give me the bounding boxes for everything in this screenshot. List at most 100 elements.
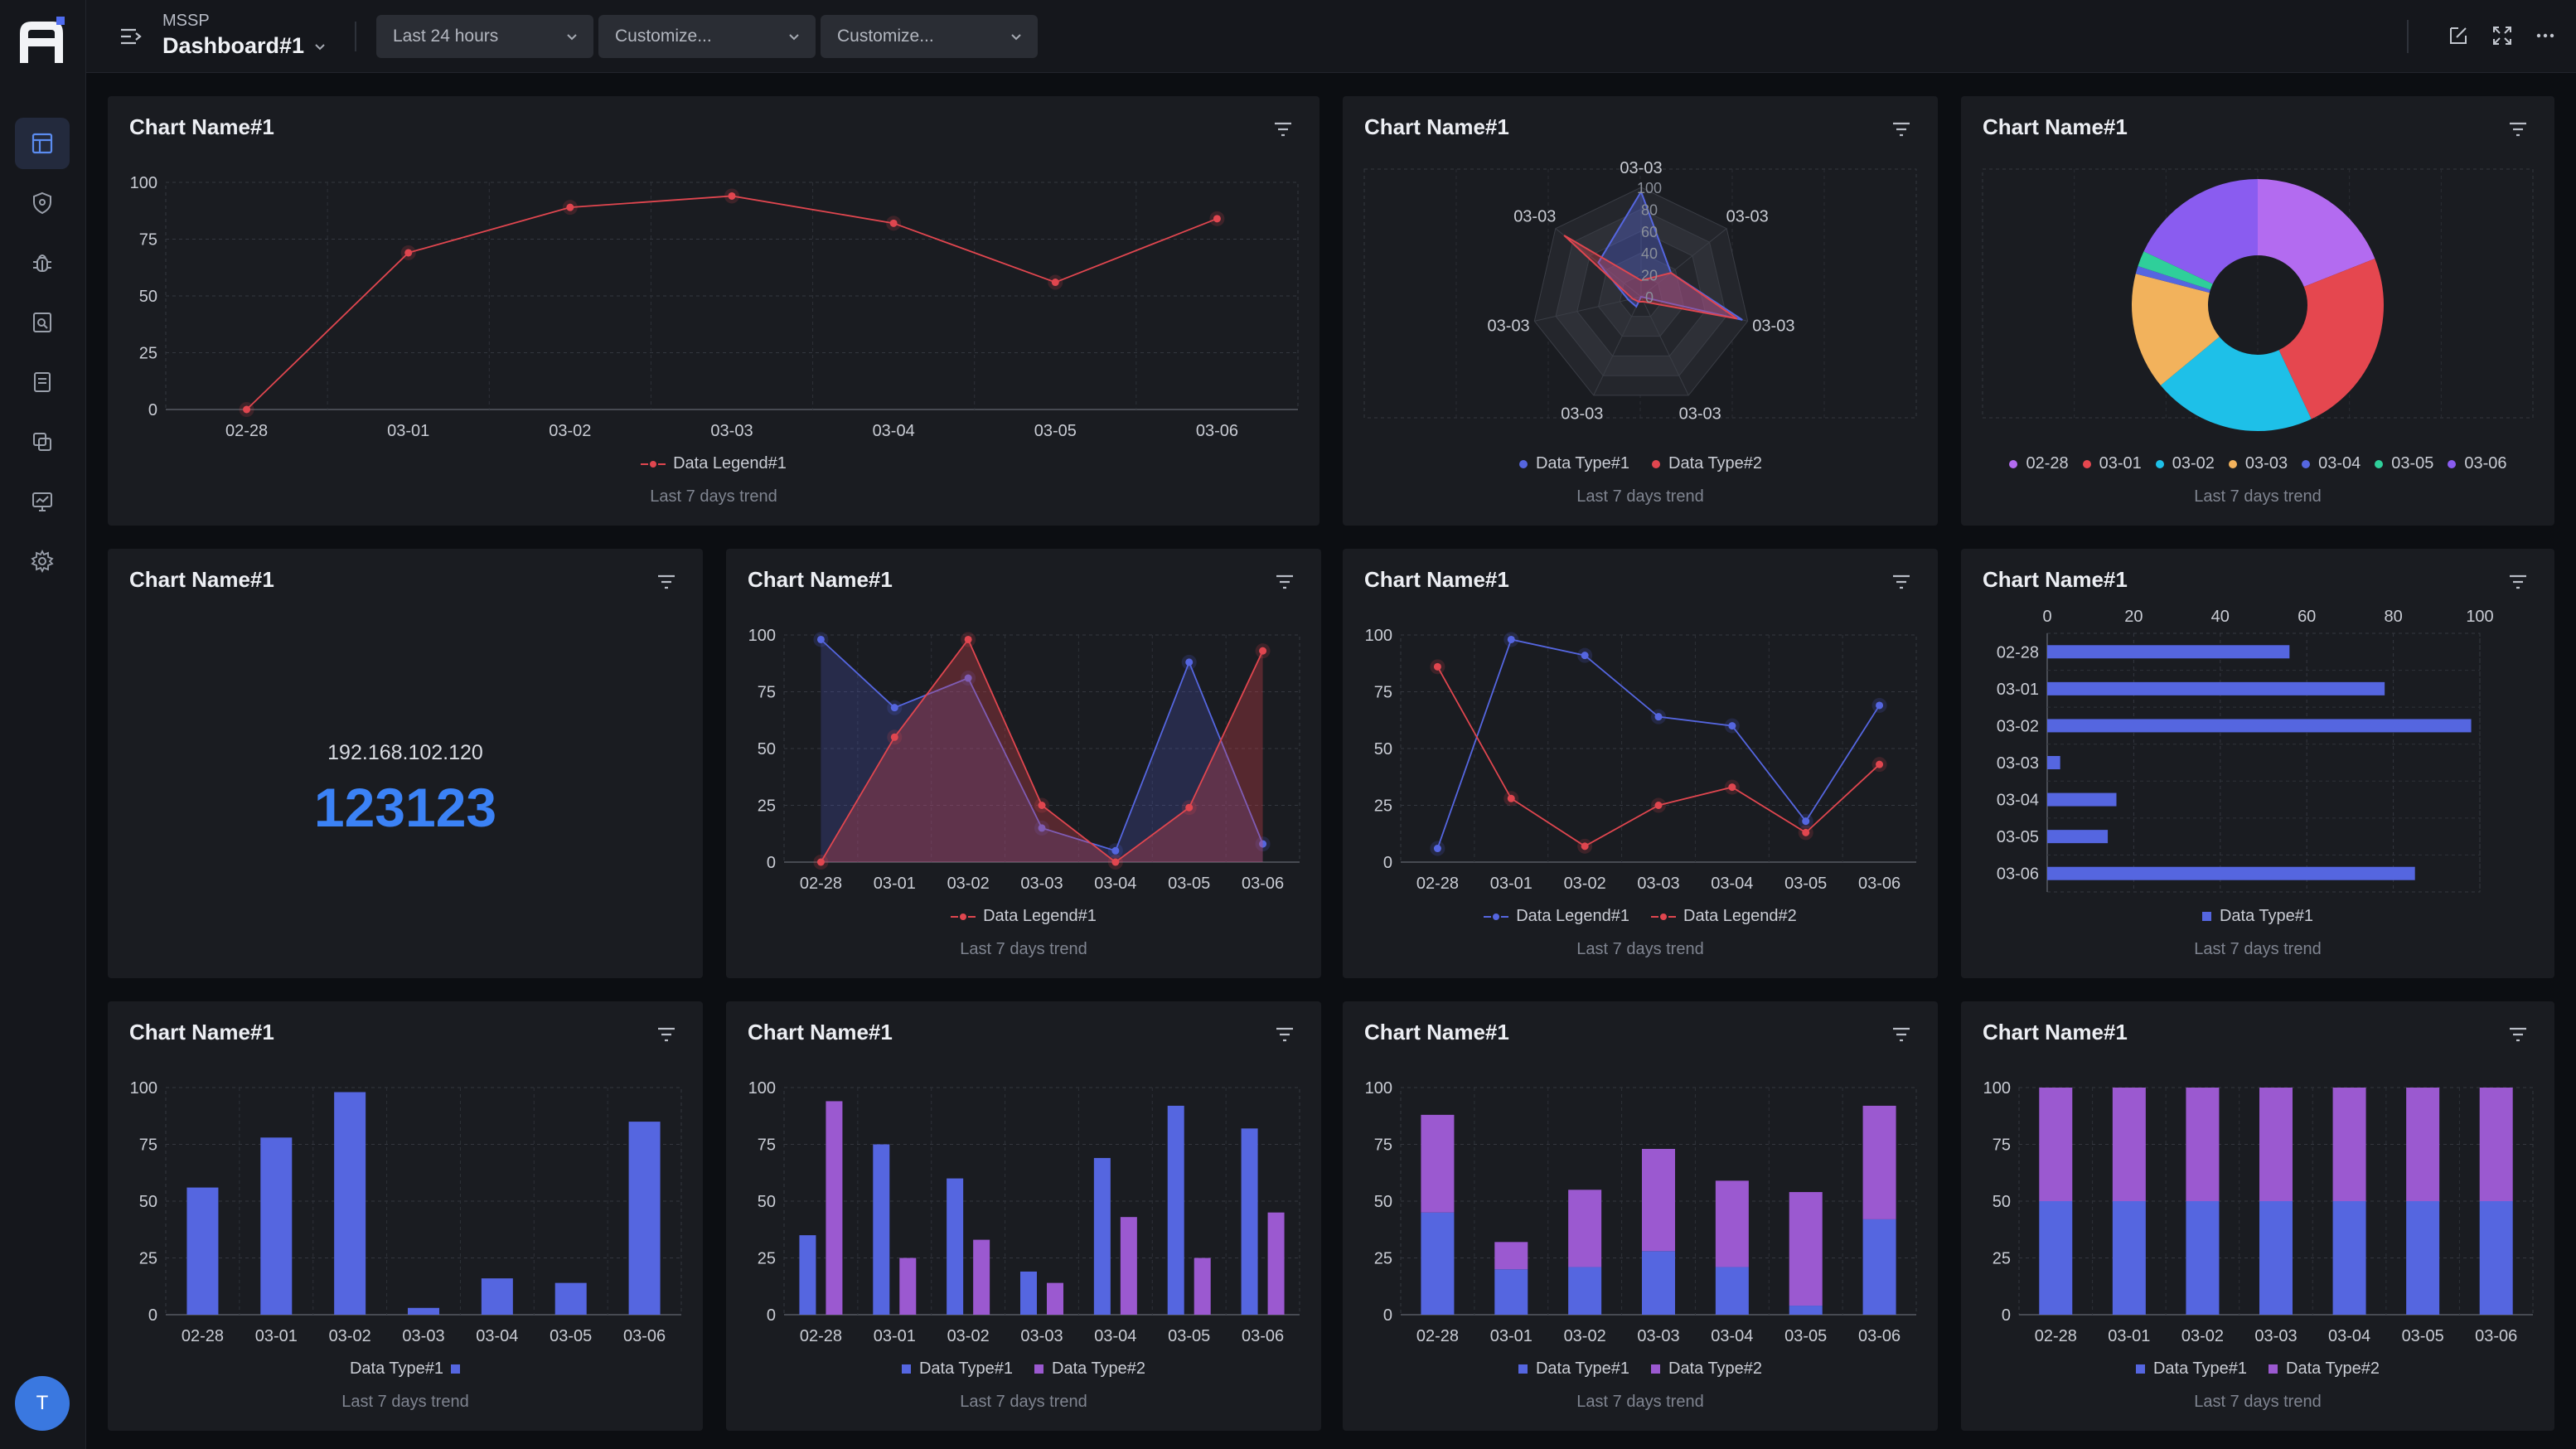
bar[interactable] bbox=[1020, 1271, 1037, 1315]
bar[interactable] bbox=[873, 1144, 890, 1316]
bar-segment[interactable] bbox=[2112, 1201, 2146, 1315]
legend-item[interactable]: 03-02 bbox=[2155, 454, 2215, 473]
bar[interactable] bbox=[2047, 756, 2060, 769]
bar-segment[interactable] bbox=[1421, 1114, 1455, 1213]
data-point[interactable] bbox=[1654, 802, 1663, 809]
data-point[interactable] bbox=[1051, 279, 1059, 287]
bar-segment[interactable] bbox=[2479, 1088, 2513, 1201]
pie-slice[interactable] bbox=[2278, 259, 2384, 419]
data-point[interactable] bbox=[728, 191, 736, 200]
legend-item[interactable]: Data Type#2 bbox=[1651, 1359, 1762, 1379]
bar-segment[interactable] bbox=[2479, 1201, 2513, 1315]
data-point[interactable] bbox=[1111, 858, 1120, 866]
bar-segment[interactable] bbox=[1715, 1180, 1749, 1267]
filter-icon[interactable] bbox=[655, 570, 678, 594]
data-point[interactable] bbox=[1507, 635, 1515, 643]
bar-segment[interactable] bbox=[2332, 1201, 2366, 1315]
more-button[interactable] bbox=[2531, 22, 2559, 50]
bar-segment[interactable] bbox=[2186, 1201, 2220, 1315]
nav-reports[interactable] bbox=[15, 356, 70, 408]
bar-segment[interactable] bbox=[2259, 1201, 2293, 1315]
pie-slice[interactable] bbox=[2143, 179, 2258, 284]
data-point[interactable] bbox=[816, 858, 825, 866]
dashboard-selector[interactable]: Dashboard#1 bbox=[162, 33, 327, 59]
data-point[interactable] bbox=[1433, 662, 1441, 671]
filter-icon[interactable] bbox=[1890, 118, 1913, 141]
data-point[interactable] bbox=[1507, 794, 1515, 802]
data-point[interactable] bbox=[1876, 701, 1884, 710]
pie-slice[interactable] bbox=[2138, 251, 2213, 290]
nav-shield[interactable] bbox=[15, 177, 70, 229]
bar[interactable] bbox=[2047, 719, 2472, 733]
user-avatar[interactable]: T bbox=[15, 1376, 70, 1431]
bar-segment[interactable] bbox=[1642, 1251, 1675, 1315]
bar[interactable] bbox=[973, 1239, 990, 1315]
bar-segment[interactable] bbox=[2406, 1088, 2440, 1201]
bar[interactable] bbox=[1267, 1212, 1285, 1315]
legend-item[interactable]: Data Legend#2 bbox=[1651, 907, 1797, 926]
bar-segment[interactable] bbox=[2406, 1201, 2440, 1315]
bar[interactable] bbox=[554, 1282, 587, 1315]
data-point[interactable] bbox=[1654, 713, 1663, 721]
filter-icon[interactable] bbox=[1890, 570, 1913, 594]
legend-item[interactable]: Data Type#1 bbox=[2201, 907, 2313, 926]
data-point[interactable] bbox=[1581, 652, 1589, 660]
bar[interactable] bbox=[947, 1178, 964, 1315]
legend-item[interactable]: 03-04 bbox=[2301, 454, 2361, 473]
legend-item[interactable]: Data Type#1 bbox=[901, 1359, 1013, 1379]
legend-item[interactable]: Data Type#1 bbox=[1518, 1359, 1629, 1379]
bar[interactable] bbox=[408, 1307, 439, 1315]
data-point[interactable] bbox=[243, 405, 251, 414]
nav-copy[interactable] bbox=[15, 416, 70, 468]
bar[interactable] bbox=[481, 1278, 513, 1315]
data-point[interactable] bbox=[1728, 722, 1736, 730]
data-point[interactable] bbox=[1433, 845, 1441, 853]
bar[interactable] bbox=[186, 1187, 219, 1315]
legend-item[interactable]: Data Legend#1 bbox=[1484, 907, 1629, 926]
legend-item[interactable]: 03-06 bbox=[2447, 454, 2507, 473]
legend-item[interactable]: Data Legend#1 bbox=[951, 907, 1097, 926]
bar[interactable] bbox=[1167, 1105, 1184, 1315]
pie-slice[interactable] bbox=[2160, 337, 2312, 431]
filter-icon[interactable] bbox=[2506, 570, 2530, 594]
data-point[interactable] bbox=[1259, 840, 1267, 848]
filter-icon[interactable] bbox=[655, 1023, 678, 1046]
collapse-menu-icon[interactable] bbox=[118, 23, 144, 50]
data-point[interactable] bbox=[404, 249, 413, 257]
bar-segment[interactable] bbox=[1862, 1219, 1896, 1315]
bar-segment[interactable] bbox=[2186, 1088, 2220, 1201]
legend-item[interactable]: Data Type#1 bbox=[1518, 454, 1629, 473]
bar[interactable] bbox=[628, 1122, 661, 1315]
legend-item[interactable]: 03-05 bbox=[2374, 454, 2433, 473]
customize-select-2[interactable]: Customize... bbox=[821, 15, 1038, 58]
pie-slice[interactable] bbox=[2132, 274, 2220, 385]
bar[interactable] bbox=[1093, 1157, 1111, 1315]
data-point[interactable] bbox=[964, 635, 972, 643]
bar-segment[interactable] bbox=[2112, 1088, 2146, 1201]
data-point[interactable] bbox=[1802, 828, 1810, 836]
data-point[interactable] bbox=[964, 674, 972, 682]
bar-segment[interactable] bbox=[1494, 1269, 1528, 1315]
bar[interactable] bbox=[799, 1235, 816, 1315]
legend-item[interactable]: Data Legend#1 bbox=[641, 454, 787, 473]
bar[interactable] bbox=[2047, 830, 2109, 844]
bar-segment[interactable] bbox=[1789, 1306, 1823, 1315]
data-point[interactable] bbox=[1259, 647, 1267, 655]
nav-dashboard[interactable] bbox=[15, 118, 70, 169]
bar-segment[interactable] bbox=[1642, 1148, 1675, 1252]
bar[interactable] bbox=[2047, 792, 2117, 807]
bar[interactable] bbox=[334, 1092, 366, 1315]
app-logo[interactable] bbox=[17, 17, 70, 66]
filter-icon[interactable] bbox=[1890, 1023, 1913, 1046]
time-range-select[interactable]: Last 24 hours bbox=[376, 15, 593, 58]
bar[interactable] bbox=[1241, 1128, 1258, 1315]
bar[interactable] bbox=[826, 1101, 843, 1315]
radar-series[interactable] bbox=[1563, 235, 1738, 320]
bar[interactable] bbox=[2047, 681, 2385, 695]
legend-item[interactable]: 03-01 bbox=[2082, 454, 2142, 473]
data-point[interactable] bbox=[890, 704, 898, 712]
legend-item[interactable]: 03-03 bbox=[2228, 454, 2288, 473]
bar-segment[interactable] bbox=[1421, 1212, 1455, 1315]
data-point[interactable] bbox=[1038, 802, 1046, 809]
bar[interactable] bbox=[260, 1137, 293, 1315]
